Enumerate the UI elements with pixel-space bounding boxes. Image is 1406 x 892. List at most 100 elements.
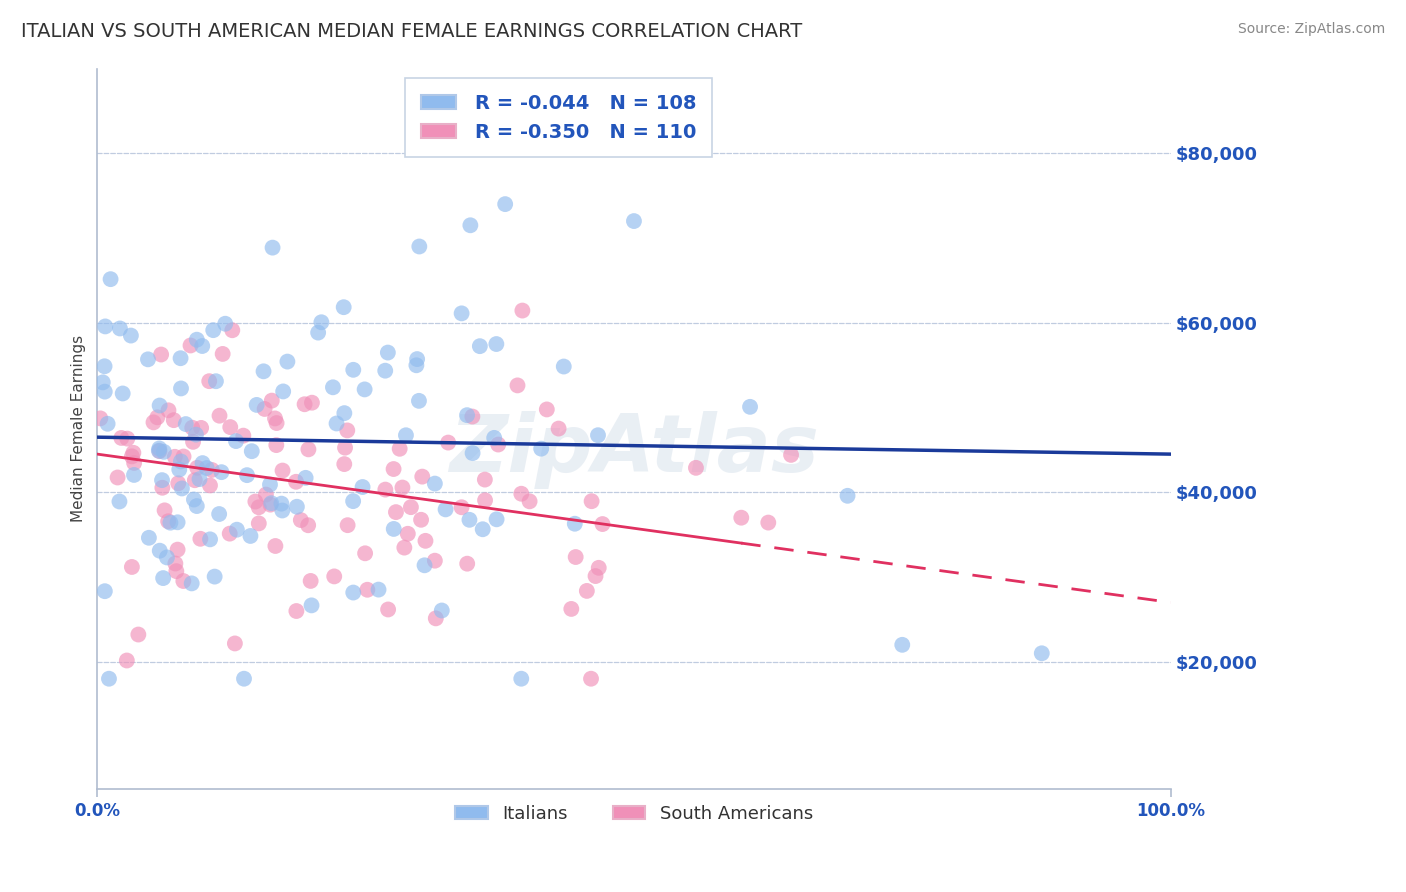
Point <box>247 500 270 515</box>
Point <box>285 500 308 514</box>
Point <box>260 496 283 510</box>
Point <box>336 424 359 438</box>
Point <box>169 351 191 366</box>
Point <box>322 380 344 394</box>
Point <box>149 543 172 558</box>
Point <box>588 561 610 575</box>
Point <box>148 444 170 458</box>
Point <box>332 300 354 314</box>
Point <box>170 482 193 496</box>
Point <box>153 445 176 459</box>
Point <box>150 347 173 361</box>
Point <box>184 473 207 487</box>
Point <box>437 435 460 450</box>
Point <box>461 409 484 424</box>
Point <box>756 516 779 530</box>
Point <box>198 374 221 388</box>
Point <box>450 500 472 515</box>
Point <box>152 571 174 585</box>
Point <box>111 386 134 401</box>
Point <box>120 328 142 343</box>
Point <box>547 421 569 435</box>
Point <box>271 384 294 399</box>
Point <box>173 450 195 464</box>
Point <box>174 417 197 431</box>
Point <box>396 526 419 541</box>
Point <box>204 569 226 583</box>
Point <box>110 431 132 445</box>
Point <box>253 401 276 416</box>
Point <box>108 494 131 508</box>
Point <box>208 507 231 521</box>
Point <box>211 347 233 361</box>
Point <box>108 321 131 335</box>
Point <box>461 446 484 460</box>
Point <box>276 354 298 368</box>
Point <box>592 517 614 532</box>
Point <box>148 443 170 458</box>
Point <box>367 582 389 597</box>
Point <box>434 502 457 516</box>
Point <box>336 518 359 533</box>
Point <box>181 434 204 449</box>
Point <box>285 604 308 618</box>
Point <box>342 363 364 377</box>
Point <box>780 448 803 462</box>
Point <box>311 315 333 329</box>
Point <box>468 339 491 353</box>
Point <box>221 323 243 337</box>
Point <box>93 359 115 374</box>
Legend: Italians, South Americans: Italians, South Americans <box>449 797 820 830</box>
Point <box>413 558 436 573</box>
Point <box>394 541 416 555</box>
Point <box>107 470 129 484</box>
Point <box>353 383 375 397</box>
Point <box>456 557 478 571</box>
Point <box>458 513 481 527</box>
Point <box>352 480 374 494</box>
Point <box>730 510 752 524</box>
Point <box>146 410 169 425</box>
Point <box>406 352 429 367</box>
Point <box>208 409 231 423</box>
Point <box>180 338 202 352</box>
Point <box>506 378 529 392</box>
Point <box>474 473 496 487</box>
Point <box>165 557 187 571</box>
Point <box>586 428 609 442</box>
Point <box>333 441 356 455</box>
Point <box>560 602 582 616</box>
Point <box>271 503 294 517</box>
Point <box>325 417 347 431</box>
Point <box>246 398 269 412</box>
Point <box>294 397 316 411</box>
Point <box>186 460 208 475</box>
Point <box>456 408 478 422</box>
Point <box>408 393 430 408</box>
Point <box>579 672 602 686</box>
Point <box>553 359 575 374</box>
Point <box>91 376 114 390</box>
Point <box>163 413 186 427</box>
Point <box>122 456 145 470</box>
Point <box>519 494 541 508</box>
Point <box>254 487 277 501</box>
Point <box>377 602 399 616</box>
Point <box>183 492 205 507</box>
Point <box>891 638 914 652</box>
Point <box>385 505 408 519</box>
Point <box>157 403 180 417</box>
Point <box>837 489 859 503</box>
Point <box>530 442 553 456</box>
Point <box>148 442 170 456</box>
Point <box>205 374 228 388</box>
Point <box>294 471 316 485</box>
Point <box>342 494 364 508</box>
Point <box>264 539 287 553</box>
Point <box>122 446 145 460</box>
Point <box>482 431 505 445</box>
Text: ITALIAN VS SOUTH AMERICAN MEDIAN FEMALE EARNINGS CORRELATION CHART: ITALIAN VS SOUTH AMERICAN MEDIAN FEMALE … <box>21 22 803 41</box>
Point <box>575 583 598 598</box>
Point <box>211 465 233 479</box>
Point <box>122 467 145 482</box>
